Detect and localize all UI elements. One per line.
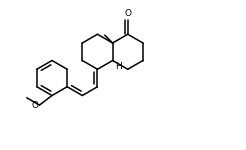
Text: O: O [31,101,38,110]
Text: O: O [124,9,131,18]
Text: H: H [115,62,122,71]
